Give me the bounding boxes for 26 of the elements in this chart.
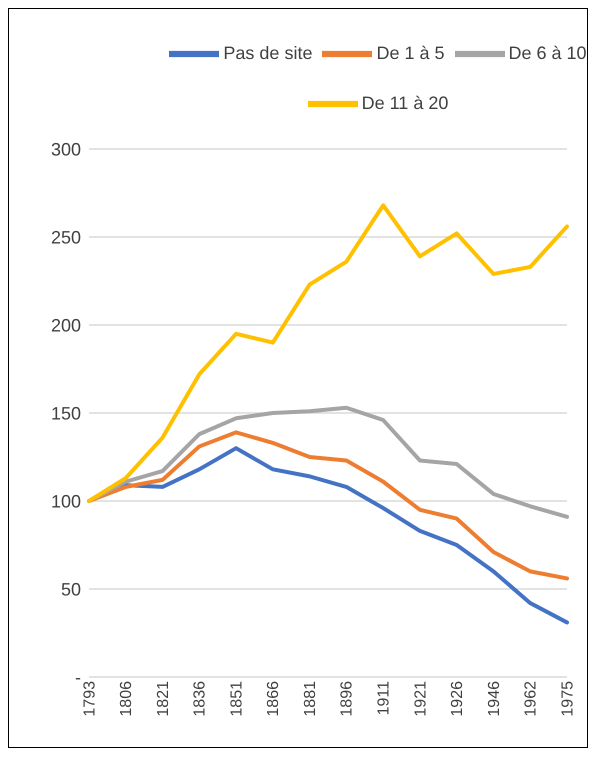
x-tick-label: 1896 (338, 680, 356, 717)
line-series (87, 203, 569, 503)
legend-label: De 1 à 5 (376, 42, 445, 63)
x-tick-label: 1793 (81, 680, 98, 717)
x-tick-label: 1821 (154, 680, 172, 717)
x-tick-label: 1866 (265, 680, 282, 717)
y-tick-label: 300 (50, 139, 81, 160)
x-tick-label: 1946 (486, 680, 503, 717)
x-tick-label: 1806 (118, 680, 136, 717)
x-tick-label: 1962 (522, 680, 540, 717)
legend-label: Pas de site (223, 42, 312, 63)
y-tick-label: 200 (50, 315, 81, 336)
y-tick-label: 50 (60, 579, 81, 600)
x-tick-label: 1975 (559, 680, 576, 717)
x-tick-label: 1881 (302, 680, 319, 717)
x-tick-label: 1911 (376, 680, 393, 716)
x-tick-label: 1851 (228, 680, 246, 717)
y-tick-label: 150 (50, 403, 81, 424)
legend-label: De 6 à 10 (508, 42, 587, 63)
y-tick-label: 250 (50, 227, 81, 248)
legend-label: De 11 à 20 (362, 92, 448, 113)
x-tick-label: 1926 (449, 680, 466, 717)
x-tick-label: 1921 (412, 680, 430, 717)
y-tick-label: 100 (50, 491, 81, 512)
x-tick-label: 1836 (192, 680, 209, 717)
y-tick-label: - (75, 667, 81, 688)
